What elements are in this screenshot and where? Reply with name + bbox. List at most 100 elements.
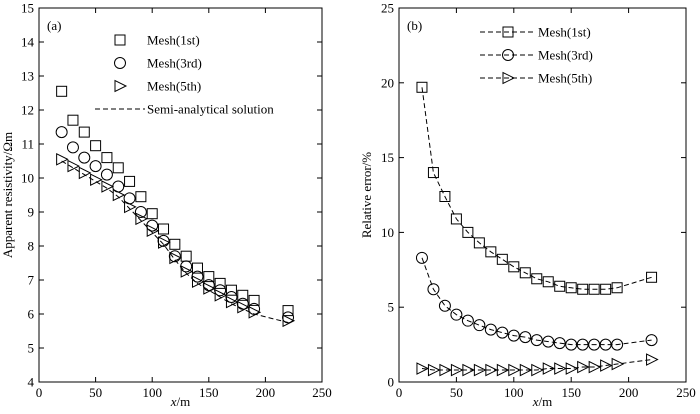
data-point — [415, 251, 428, 264]
data-point — [427, 283, 440, 296]
x-axis-variable: x — [532, 394, 539, 409]
x-axis-title: x/m — [170, 394, 191, 409]
data-point — [507, 329, 520, 342]
x-tick-label: 150 — [561, 385, 581, 400]
data-point — [600, 283, 612, 295]
data-point — [531, 273, 543, 285]
legend-label: Semi-analytical solution — [147, 102, 274, 117]
series-mesh-1st- — [416, 81, 658, 295]
data-point — [611, 357, 625, 371]
y-tick-label: 14 — [21, 35, 35, 50]
data-point — [101, 152, 113, 164]
y-axis-title: Relative error/% — [359, 152, 374, 238]
series-mesh-5th- — [416, 353, 659, 377]
x-tick-label: 100 — [142, 385, 162, 400]
legend-label: Mesh(1st) — [538, 25, 591, 40]
y-tick-label: 13 — [21, 69, 34, 84]
legend-item: Semi-analytical solution — [95, 102, 274, 117]
legend-marker — [114, 57, 126, 69]
data-point — [203, 282, 216, 295]
series-line — [421, 359, 652, 371]
y-tick-label: 8 — [28, 239, 35, 254]
x-tick-label: 250 — [312, 385, 332, 400]
data-point — [214, 277, 226, 289]
legend-marker — [114, 79, 128, 93]
y-tick-label: 12 — [21, 103, 34, 118]
data-point — [530, 334, 543, 347]
data-point — [554, 280, 566, 292]
data-point — [565, 362, 579, 375]
data-point — [101, 180, 115, 193]
legend: Mesh(1st) Mesh(3rd) Mesh(5th) — [480, 25, 593, 86]
x-tick-label: 250 — [676, 385, 696, 400]
data-point — [157, 234, 170, 247]
data-point — [450, 308, 463, 321]
data-point — [462, 226, 474, 238]
x-axis-unit: /m — [539, 394, 553, 409]
x-axis-unit: /m — [177, 394, 191, 409]
data-point — [427, 363, 441, 377]
data-point — [485, 363, 498, 377]
x-tick-label: 150 — [199, 385, 219, 400]
legend-label: Mesh(3rd) — [147, 56, 202, 71]
data-point — [496, 363, 510, 377]
data-point — [461, 314, 474, 327]
y-tick-label: 25 — [381, 1, 394, 16]
y-tick-label: 10 — [21, 171, 34, 186]
series-line — [421, 257, 652, 346]
data-point — [282, 305, 294, 317]
legend-item: Mesh(3rd) — [114, 56, 202, 71]
series-mesh-5th- — [56, 152, 296, 328]
data-point — [56, 85, 68, 97]
data-point — [248, 294, 260, 306]
data-point — [78, 126, 90, 138]
data-point — [439, 363, 453, 377]
data-point — [237, 289, 249, 301]
data-point — [542, 362, 556, 375]
x-tick-label: 50 — [89, 385, 102, 400]
data-point — [225, 284, 237, 296]
data-point — [542, 276, 554, 288]
series-mesh-3rd- — [415, 251, 658, 351]
data-point — [100, 168, 113, 181]
data-point — [542, 335, 555, 348]
y-tick-label: 6 — [28, 307, 35, 322]
data-point — [600, 359, 613, 372]
x-axis-variable: x — [170, 394, 177, 409]
data-point — [158, 223, 170, 235]
x-axis-title: x/m — [532, 394, 553, 409]
data-point — [225, 295, 239, 309]
data-point — [146, 208, 158, 220]
panel-label: (b) — [407, 18, 422, 33]
data-point — [565, 282, 577, 294]
series-line — [61, 160, 289, 323]
data-point — [519, 267, 531, 279]
x-tick-label: 200 — [256, 385, 276, 400]
x-tick-label: 0 — [36, 385, 43, 400]
series-mesh-1st- — [56, 85, 294, 317]
data-point — [588, 283, 600, 295]
data-point — [124, 175, 136, 187]
data-point — [135, 191, 147, 203]
legend-label: Mesh(1st) — [147, 33, 200, 48]
legend-item: Mesh(1st) — [114, 33, 200, 48]
data-point — [508, 261, 520, 273]
data-point — [282, 314, 296, 328]
data-point — [78, 166, 92, 180]
data-point — [473, 237, 485, 249]
legend-marker — [502, 26, 514, 38]
data-point — [416, 81, 428, 93]
data-point — [519, 331, 532, 344]
data-point — [78, 151, 91, 164]
x-tick-label: 100 — [504, 385, 524, 400]
data-point — [90, 173, 103, 187]
legend-item: Mesh(5th) — [114, 79, 201, 94]
y-tick-label: 9 — [28, 205, 35, 220]
panel-label: (a) — [47, 18, 61, 33]
legend-label: Mesh(3rd) — [538, 48, 593, 63]
chart-panel-a: 0 50 100 150 200 250 4 5 6 7 8 9 10 11 12 13 14 15 x/m Appa… — [0, 1, 332, 410]
data-point — [56, 152, 69, 166]
data-point — [438, 299, 451, 312]
